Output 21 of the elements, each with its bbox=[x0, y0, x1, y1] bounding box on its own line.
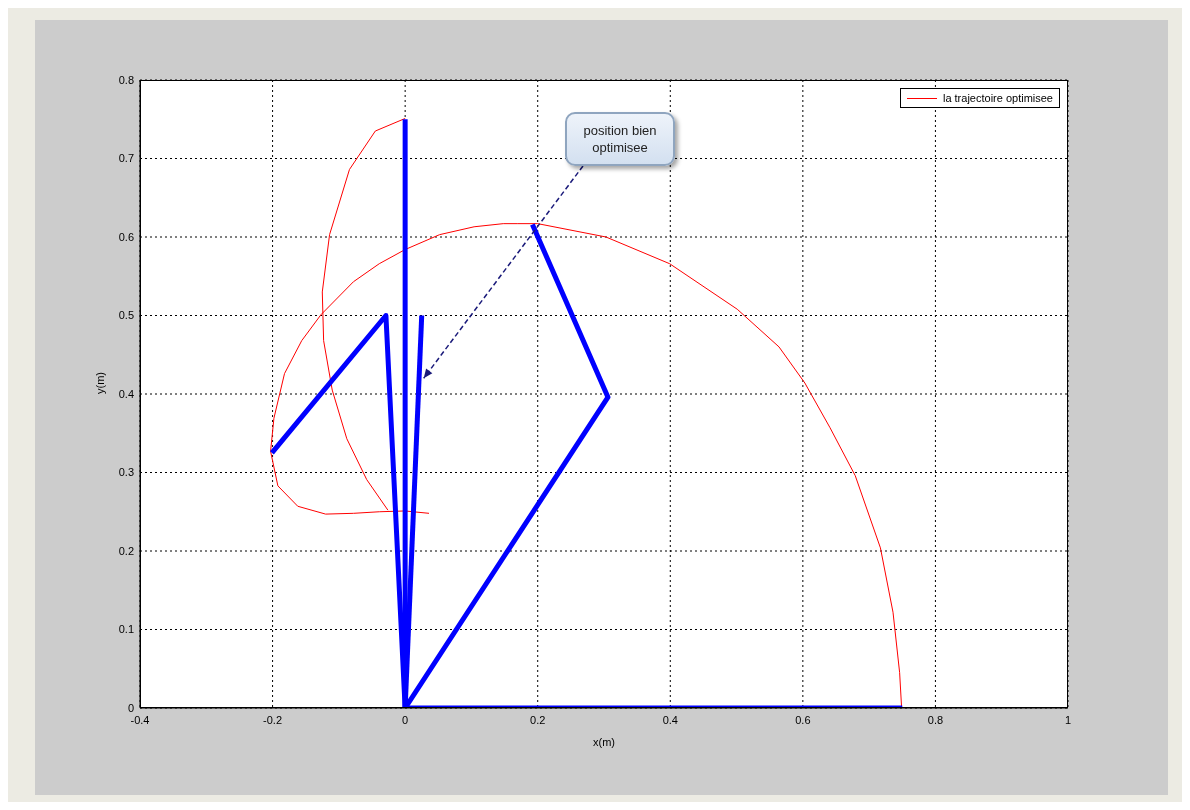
x-tick-label: 0.4 bbox=[662, 713, 678, 726]
x-tick-label: 0.6 bbox=[795, 713, 811, 726]
x-tick-label: -0.2 bbox=[263, 713, 283, 726]
y-tick-label: 0.6 bbox=[118, 230, 134, 243]
x-axis-title: x(m) bbox=[593, 736, 615, 748]
y-axis-title: y(m) bbox=[93, 372, 106, 394]
y-tick-label: 0.8 bbox=[118, 73, 134, 86]
x-tick-label: 0 bbox=[402, 713, 409, 726]
legend-label: la trajectoire optimisee bbox=[942, 92, 1053, 104]
y-tick-label: 0.4 bbox=[118, 387, 134, 400]
y-tick-label: 0.1 bbox=[118, 623, 134, 636]
x-tick-label: 0.2 bbox=[530, 713, 546, 726]
y-tick-label: 0.5 bbox=[118, 309, 134, 322]
x-tick-label: 1 bbox=[1064, 713, 1072, 726]
annotation: position bien optimisee bbox=[565, 112, 675, 166]
y-tick-label: 0 bbox=[127, 701, 134, 714]
x-tick-label: 0.8 bbox=[927, 713, 944, 726]
y-tick-label: 0.2 bbox=[118, 544, 134, 557]
y-tick-label: 0.3 bbox=[118, 466, 134, 479]
y-tick-label: 0.7 bbox=[118, 152, 134, 165]
x-tick-label: -0.4 bbox=[130, 713, 150, 726]
